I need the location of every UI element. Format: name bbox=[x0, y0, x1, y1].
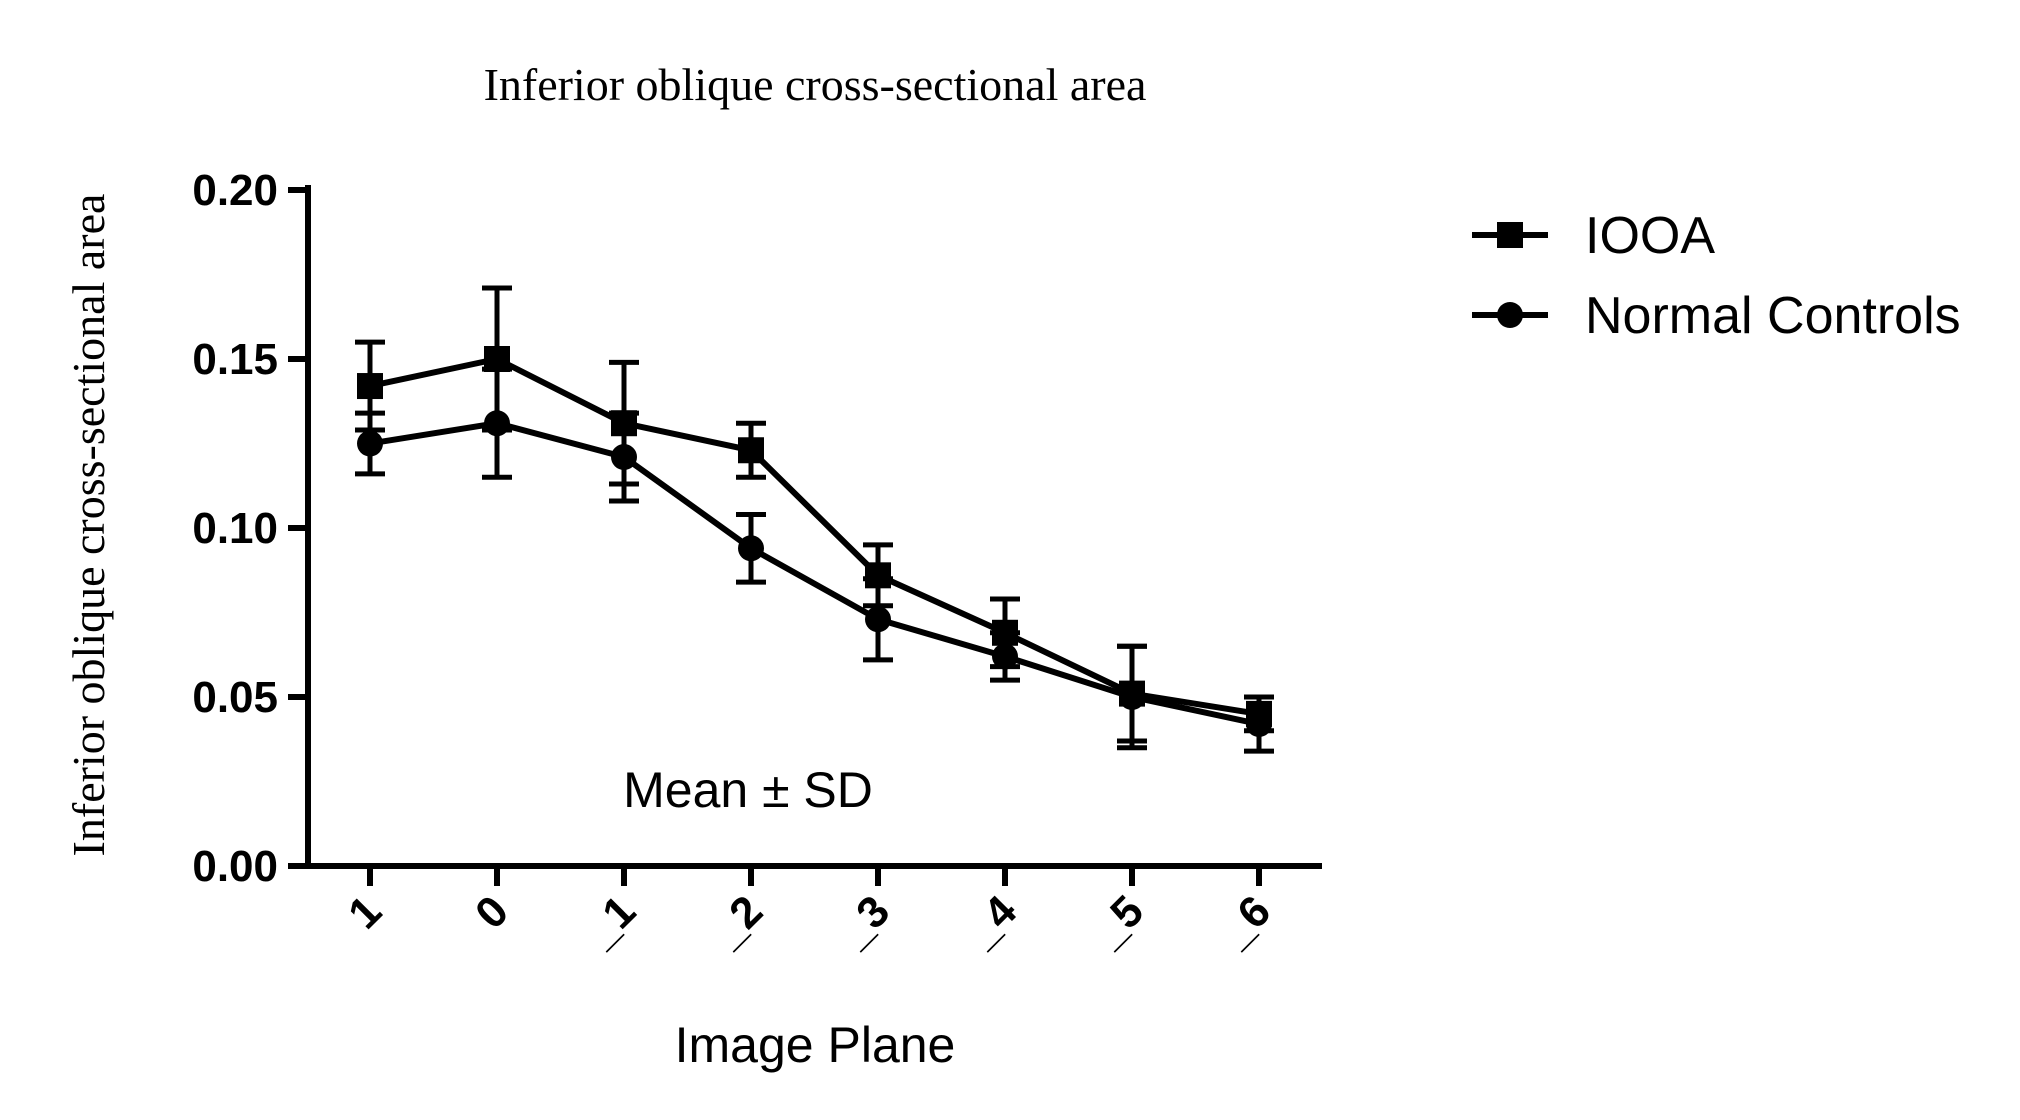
y-tick-label-3: 0.15 bbox=[192, 335, 278, 384]
x-tick-label-2: _1 bbox=[575, 886, 645, 956]
legend-marker-1 bbox=[1497, 302, 1523, 328]
series-1-line bbox=[369, 420, 1260, 727]
series-1-point-2 bbox=[611, 444, 637, 471]
series-1-point-7 bbox=[1246, 711, 1272, 738]
series-1-point-5 bbox=[992, 643, 1018, 670]
x-tick-label-4: _3 bbox=[829, 886, 899, 956]
series-1-point-3 bbox=[738, 535, 764, 562]
x-tick-label-3: _2 bbox=[702, 886, 772, 956]
legend-item-1: Normal Controls bbox=[1472, 287, 1961, 345]
x-tick-label-6: _5 bbox=[1083, 886, 1153, 956]
x-tick-label-5: _4 bbox=[956, 886, 1026, 956]
y-axis-label: Inferior oblique cross-sectional area bbox=[63, 194, 114, 857]
x-tick-label-7: _6 bbox=[1210, 886, 1280, 956]
series-0 bbox=[355, 285, 1274, 744]
series-1 bbox=[355, 366, 1274, 754]
y-tick-label-0: 0.00 bbox=[192, 842, 278, 891]
series-1-point-1 bbox=[484, 410, 510, 437]
series-0-line bbox=[369, 355, 1260, 717]
legend-item-0: IOOA bbox=[1472, 207, 1715, 265]
y-tick-label-2: 0.10 bbox=[192, 504, 278, 553]
x-ticks: 1 0 _1 _2 _3 _4 _5 _6 bbox=[339, 866, 1280, 956]
chart-title: Inferior oblique cross-sectional area bbox=[484, 59, 1147, 110]
legend-marker-0 bbox=[1497, 222, 1523, 248]
x-axis-label: Image Plane bbox=[675, 1017, 956, 1073]
series-0-point-0 bbox=[357, 373, 383, 400]
legend: IOOA Normal Controls bbox=[1472, 207, 1961, 345]
series-0-point-3 bbox=[738, 437, 764, 464]
y-ticks: 0.00 0.05 0.10 0.15 0.20 bbox=[192, 166, 308, 891]
legend-label-0: IOOA bbox=[1585, 207, 1715, 265]
series-1-point-6 bbox=[1119, 684, 1145, 710]
mean-sd-annotation: Mean ± SD bbox=[623, 762, 873, 818]
x-tick-label-1: 0 bbox=[466, 886, 518, 938]
y-tick-label-1: 0.05 bbox=[192, 673, 278, 722]
x-tick-label-0: 1 bbox=[339, 886, 391, 938]
plot-series bbox=[355, 285, 1274, 754]
series-1-point-4 bbox=[865, 606, 891, 633]
series-1-point-0 bbox=[357, 430, 383, 457]
y-tick-label-4: 0.20 bbox=[192, 166, 278, 215]
legend-label-1: Normal Controls bbox=[1585, 287, 1961, 345]
